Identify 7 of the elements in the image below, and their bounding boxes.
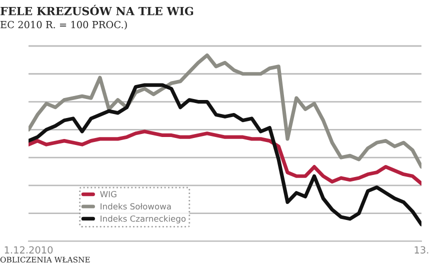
legend-label: Indeks Sołowowa [100,203,171,210]
chart-subtitle: EC 2010 R. = 100 PROC.) [0,20,127,30]
x-tick-label: 1.12.2010 [4,246,53,254]
legend-label: Indeks Czarneckiego [100,215,186,224]
x-tick-label: 13. [414,246,428,254]
legend-label: WIG [100,191,116,198]
chart-title: FELE KREZUSÓW NA TLE WIG [0,4,194,16]
